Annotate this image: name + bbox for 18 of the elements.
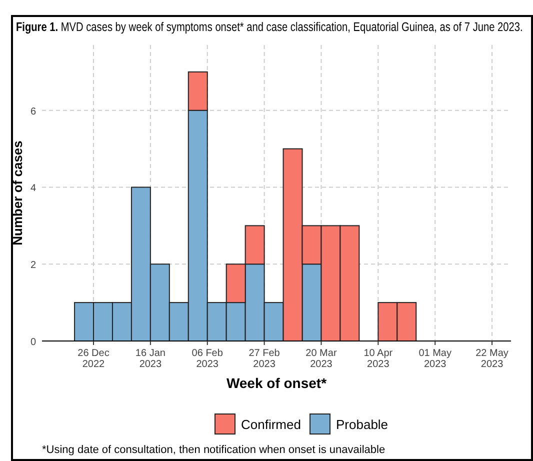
- x-axis-title: Week of onset*: [226, 375, 328, 391]
- x-tick-label: 16 Jan 2023: [135, 348, 166, 370]
- text: *Using date of consultation, then notification when onset is unavailable: [42, 444, 386, 456]
- y-tick-label: 6: [30, 106, 36, 118]
- y-tick-label: 2: [30, 260, 36, 272]
- y-tick-label: 0: [30, 337, 36, 348]
- y-axis-title: Number of cases: [10, 140, 25, 246]
- legend-label: Probable: [336, 417, 388, 432]
- y-tick-label: 4: [30, 183, 36, 194]
- x-tick-label: 01 May 2023: [418, 348, 452, 370]
- chart-title: Figure 1. MVD cases by week of symptoms onset* and case classification, Equatorial Guinea, as of 7 June 2023.: [16, 21, 523, 34]
- x-tick-label: 06 Feb 2023: [192, 348, 224, 370]
- x-tick-label: 27 Feb 2023: [248, 348, 280, 370]
- x-tick-label: 26 Dec 2022: [78, 348, 110, 370]
- x-tick-label: 10 Apr 2023: [364, 348, 394, 370]
- legend-label: Confirmed: [241, 417, 301, 432]
- x-tick-label: 22 May 2023: [476, 348, 508, 370]
- x-tick-label: 20 Mar 2023: [306, 348, 338, 370]
